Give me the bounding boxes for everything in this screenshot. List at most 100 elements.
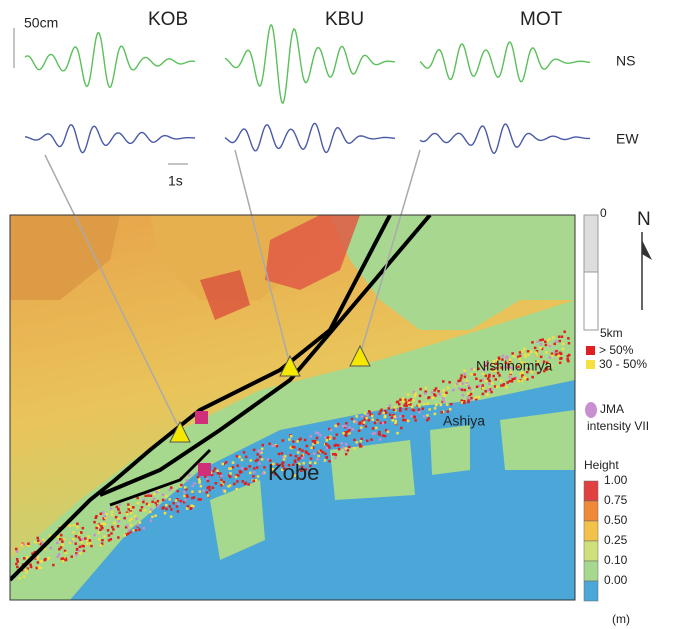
damage-dot bbox=[487, 389, 490, 392]
damage-dot bbox=[71, 555, 74, 558]
north-label: N bbox=[637, 209, 651, 230]
damage-dot bbox=[154, 515, 157, 518]
colorbar-unit: (m) bbox=[612, 612, 630, 626]
colorbar-cell bbox=[584, 481, 598, 501]
damage-dot bbox=[113, 522, 116, 525]
damage-dot bbox=[562, 343, 565, 346]
damage-dot bbox=[334, 457, 337, 460]
damage-dot bbox=[61, 541, 64, 544]
damage-dot bbox=[414, 419, 417, 422]
damage-dot bbox=[423, 403, 426, 406]
damage-dot bbox=[388, 407, 391, 410]
damage-dot bbox=[345, 443, 348, 446]
damage-dot bbox=[393, 409, 396, 412]
damage-dot bbox=[20, 544, 23, 547]
damage-dot bbox=[156, 491, 159, 494]
damage-dot bbox=[111, 511, 114, 513]
damage-dot bbox=[479, 380, 482, 383]
damage-dot bbox=[450, 403, 453, 406]
damage-dot bbox=[488, 383, 491, 386]
damage-dot bbox=[211, 474, 214, 477]
damage-dot bbox=[83, 550, 86, 553]
damage-dot bbox=[137, 524, 140, 527]
damage-dot bbox=[259, 456, 262, 459]
damage-dot bbox=[93, 521, 96, 524]
damage-dot bbox=[373, 432, 376, 435]
damage-dot bbox=[108, 539, 111, 542]
damage-dot bbox=[355, 441, 358, 444]
damage-dot bbox=[348, 446, 351, 449]
damage-dot bbox=[197, 476, 200, 479]
damage-dot bbox=[100, 544, 103, 547]
damage-dot bbox=[258, 462, 261, 465]
damage-dot bbox=[164, 512, 167, 515]
time-label: 1s bbox=[168, 173, 183, 189]
damage-dot bbox=[16, 566, 19, 569]
damage-dot bbox=[448, 381, 451, 384]
damage-dot bbox=[128, 506, 131, 509]
legend-swatch bbox=[585, 402, 597, 418]
damage-dot bbox=[336, 434, 339, 437]
damage-dot bbox=[186, 494, 189, 497]
damage-dot bbox=[539, 347, 542, 350]
damage-dot bbox=[100, 513, 103, 516]
damage-dot bbox=[400, 427, 403, 430]
damage-dot bbox=[523, 348, 526, 351]
damage-dot bbox=[95, 517, 98, 520]
damage-dot bbox=[353, 439, 356, 442]
damage-dot bbox=[414, 395, 417, 398]
damage-dot bbox=[462, 394, 465, 397]
station-label: KBU bbox=[325, 9, 364, 30]
damage-dot bbox=[141, 506, 144, 509]
damage-dot bbox=[180, 500, 183, 503]
damage-dot bbox=[87, 535, 90, 538]
legend-label: JMA bbox=[600, 402, 624, 416]
damage-dot bbox=[124, 534, 127, 537]
damage-dot bbox=[437, 390, 440, 393]
damage-dot bbox=[169, 498, 172, 501]
damage-dot bbox=[320, 449, 323, 452]
damage-dot bbox=[243, 451, 246, 454]
damage-dot bbox=[198, 498, 201, 501]
damage-dot bbox=[427, 397, 430, 400]
waveform bbox=[420, 42, 590, 82]
damage-dot bbox=[207, 494, 210, 497]
damage-dot bbox=[249, 472, 252, 475]
damage-dot bbox=[495, 378, 498, 381]
damage-dot bbox=[236, 488, 239, 491]
damage-dot bbox=[333, 437, 336, 440]
damage-dot bbox=[471, 368, 474, 371]
component-label: NS bbox=[616, 53, 635, 69]
damage-dot bbox=[253, 480, 256, 483]
damage-dot bbox=[118, 520, 121, 523]
damage-dot bbox=[410, 415, 413, 418]
damage-dot bbox=[81, 541, 84, 544]
damage-dot bbox=[176, 505, 179, 508]
reclaimed-island bbox=[500, 410, 575, 470]
damage-dot bbox=[139, 521, 142, 524]
damage-dot bbox=[127, 503, 130, 506]
damage-dot bbox=[50, 547, 53, 550]
damage-dot bbox=[134, 515, 137, 518]
damage-dot bbox=[428, 408, 431, 411]
damage-dot bbox=[23, 575, 26, 578]
damage-dot bbox=[317, 455, 320, 458]
damage-dot bbox=[183, 491, 186, 494]
damage-dot bbox=[61, 544, 64, 547]
damage-dot bbox=[101, 539, 104, 542]
damage-dot bbox=[557, 355, 560, 358]
damage-dot bbox=[108, 534, 111, 537]
place-label: Nishinomiya bbox=[476, 358, 552, 374]
damage-dot bbox=[508, 375, 511, 378]
damage-dot bbox=[72, 531, 75, 534]
damage-dot bbox=[60, 546, 63, 549]
damage-dot bbox=[442, 389, 445, 392]
damage-dot bbox=[262, 472, 265, 475]
damage-dot bbox=[555, 353, 558, 356]
damage-dot bbox=[78, 549, 81, 552]
damage-dot bbox=[426, 419, 429, 422]
damage-dot bbox=[399, 409, 402, 412]
damage-dot bbox=[188, 474, 191, 477]
damage-dot bbox=[191, 491, 194, 494]
damage-dot bbox=[534, 347, 537, 350]
